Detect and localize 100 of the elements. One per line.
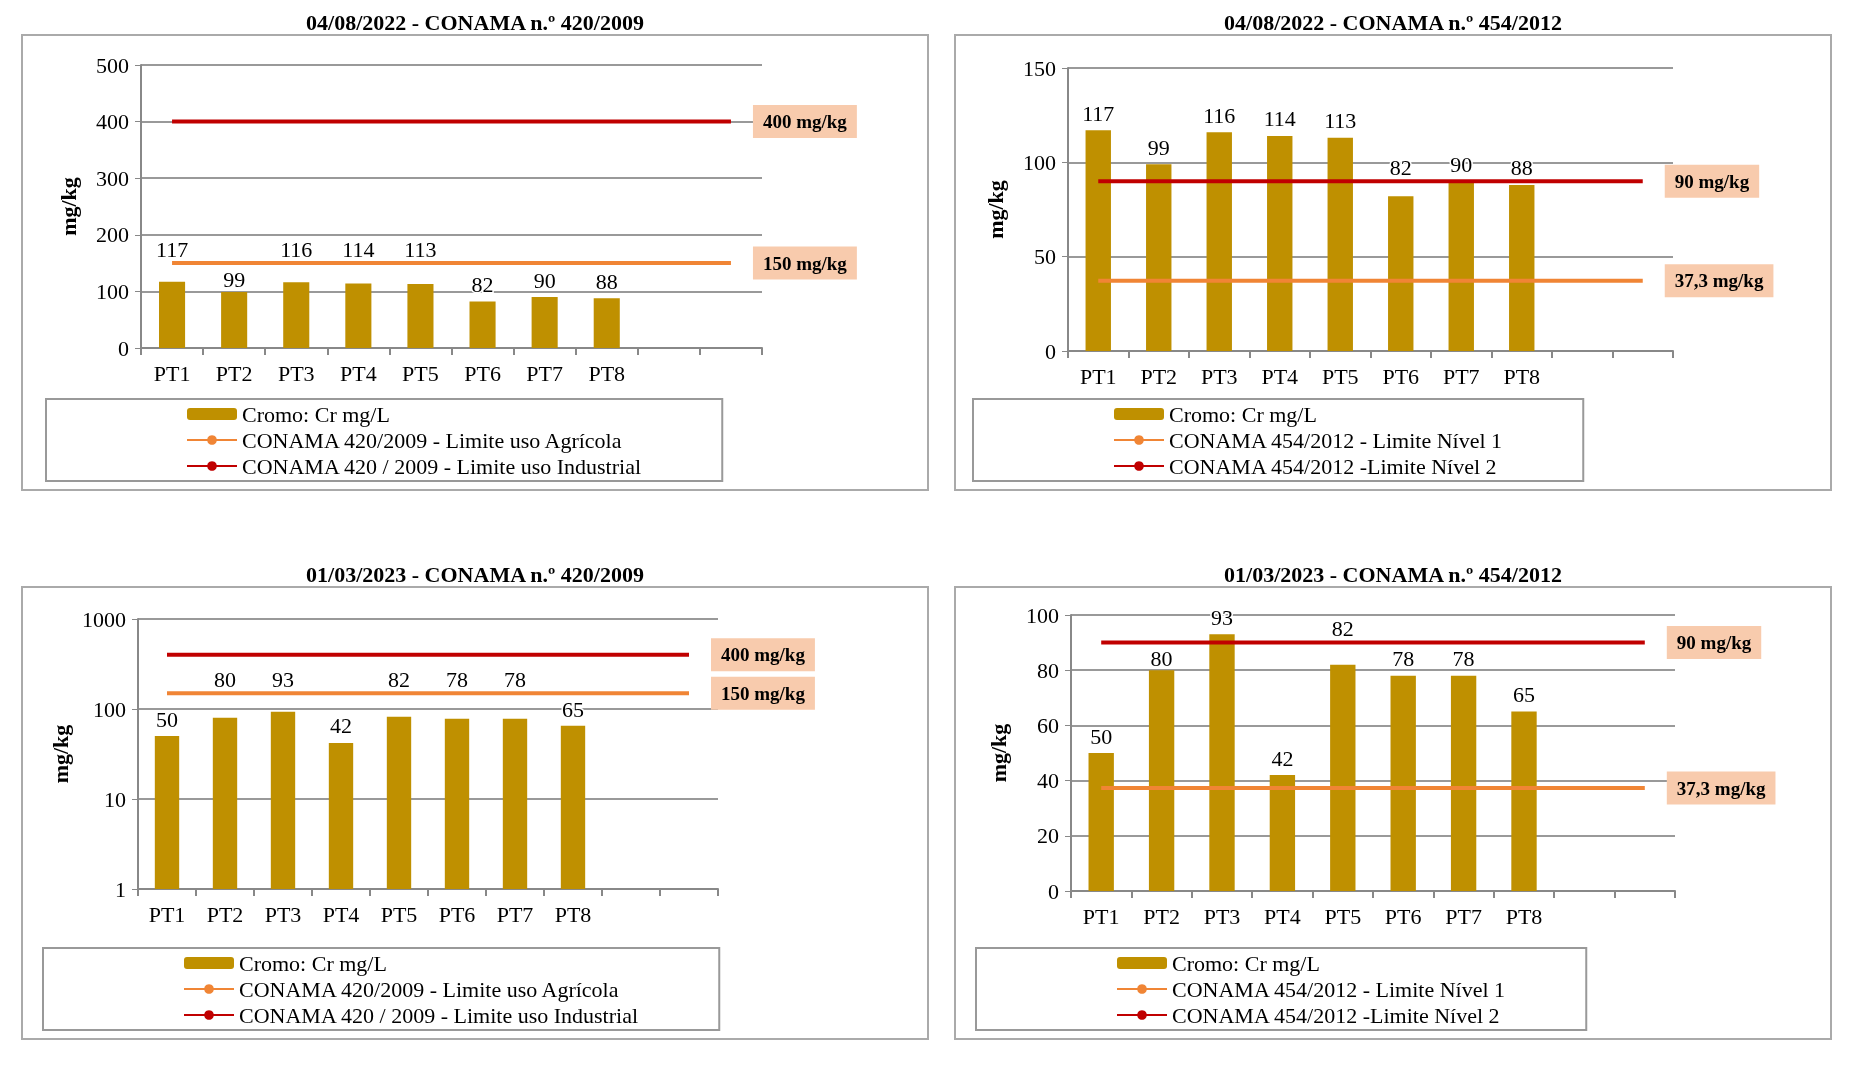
x-tick-label: PT3 xyxy=(1200,363,1238,389)
legend-label: Cromo: Cr mg/L xyxy=(242,401,390,427)
data-label: 116 xyxy=(1203,102,1236,128)
chart-title: 04/08/2022 - CONAMA n.º 454/2012 xyxy=(1224,9,1562,35)
legend-label: CONAMA 454/2012 - Limite Nível 1 xyxy=(1169,427,1503,453)
bar xyxy=(1269,775,1296,891)
legend-label: CONAMA 420/2009 - Limite uso Agrícola xyxy=(239,976,619,1002)
x-tick-label: PT2 xyxy=(206,901,244,927)
text: 90 mg/kg xyxy=(1674,170,1750,192)
bar xyxy=(1209,634,1235,891)
bar xyxy=(221,291,248,348)
y-tick-label: 0 xyxy=(1048,878,1059,904)
x-tick-label: PT6 xyxy=(464,360,501,386)
data-label: 65 xyxy=(562,696,584,722)
y-axis-title: mg/kg xyxy=(47,724,73,784)
bar xyxy=(1146,164,1172,351)
x-tick-label: PT3 xyxy=(1203,903,1241,929)
text: 37,3 mg/kg xyxy=(1674,270,1764,292)
data-label: 78 xyxy=(1392,646,1415,672)
y-tick-label: 100 xyxy=(93,696,126,722)
chart-title: 01/03/2023 - CONAMA n.º 454/2012 xyxy=(1224,561,1562,587)
data-label: 78 xyxy=(504,666,526,692)
x-tick-label: PT7 xyxy=(526,360,563,386)
data-label: 90 xyxy=(533,267,556,293)
chart-title: 01/03/2023 - CONAMA n.º 420/2009 xyxy=(306,561,644,587)
x-tick-label: PT4 xyxy=(340,360,377,386)
data-label: 99 xyxy=(223,266,246,292)
bar xyxy=(159,281,186,348)
x-tick-label: PT5 xyxy=(1324,903,1362,929)
legend-label: CONAMA 420 / 2009 - Limite uso Industrial xyxy=(242,453,642,479)
bar xyxy=(1088,753,1114,891)
x-tick-label: PT8 xyxy=(588,360,626,386)
x-tick-label: PT2 xyxy=(1143,903,1180,929)
data-label: 80 xyxy=(1150,646,1173,672)
legend-label: Cromo: Cr mg/L xyxy=(239,950,387,976)
legend-label: CONAMA 420/2009 - Limite uso Agrícola xyxy=(242,427,622,453)
x-tick-label: PT1 xyxy=(148,901,186,927)
y-tick-label: 10 xyxy=(104,786,126,812)
data-label: 117 xyxy=(155,236,189,262)
x-tick-label: PT2 xyxy=(1140,363,1178,389)
y-tick-label: 100 xyxy=(1023,149,1056,175)
x-tick-label: PT5 xyxy=(402,360,439,386)
bar xyxy=(1390,675,1416,891)
data-label: 88 xyxy=(595,268,618,294)
data-label: 42 xyxy=(330,713,352,739)
y-tick-label: 60 xyxy=(1037,712,1059,738)
y-tick-label: 0 xyxy=(118,335,129,361)
data-label: 116 xyxy=(280,236,313,262)
bar xyxy=(593,298,620,348)
data-label: 117 xyxy=(1082,100,1115,126)
data-label: 78 xyxy=(446,666,468,692)
data-label: 65 xyxy=(1513,682,1535,708)
chart-title: 04/08/2022 - CONAMA n.º 420/2009 xyxy=(306,9,644,35)
bar xyxy=(1085,130,1111,351)
data-label: 82 xyxy=(1331,616,1354,642)
data-label: 42 xyxy=(1271,745,1294,771)
x-tick-label: PT8 xyxy=(1505,903,1543,929)
data-label: 50 xyxy=(1090,723,1113,749)
bar xyxy=(1330,664,1356,891)
bar xyxy=(1509,184,1535,351)
y-tick-label: 80 xyxy=(1037,657,1059,683)
x-tick-label: PT8 xyxy=(554,901,592,927)
text: 150 mg/kg xyxy=(762,252,848,274)
x-tick-label: PT4 xyxy=(322,901,360,927)
text: 400 mg/kg xyxy=(762,111,848,133)
data-label: 82 xyxy=(388,666,410,692)
x-tick-label: PT6 xyxy=(1384,903,1422,929)
bar xyxy=(1148,670,1175,891)
bar xyxy=(345,283,372,348)
legend-label: CONAMA 454/2012 - Limite Nível 1 xyxy=(1172,976,1506,1002)
y-tick-label: 500 xyxy=(96,52,129,78)
legend-label: Cromo: Cr mg/L xyxy=(1169,401,1317,427)
data-label: 114 xyxy=(1263,106,1296,132)
x-tick-label: PT1 xyxy=(153,360,191,386)
x-tick-label: PT8 xyxy=(1503,363,1541,389)
text: 150 mg/kg xyxy=(721,682,806,704)
y-tick-label: 300 xyxy=(96,165,129,191)
y-tick-label: 400 xyxy=(96,109,129,135)
x-tick-label: PT4 xyxy=(1264,903,1301,929)
y-tick-label: 100 xyxy=(96,278,129,304)
bar xyxy=(469,301,496,348)
x-tick-label: PT7 xyxy=(1442,363,1480,389)
x-tick-label: PT7 xyxy=(1445,903,1482,929)
text: 400 mg/kg xyxy=(721,644,806,666)
y-tick-label: 100 xyxy=(1026,602,1059,628)
text: 37,3 mg/kg xyxy=(1676,777,1766,799)
data-label: 113 xyxy=(1324,108,1357,134)
data-label: 88 xyxy=(1510,154,1533,180)
y-tick-label: 0 xyxy=(1045,338,1056,364)
bar xyxy=(1388,196,1414,351)
bar xyxy=(1267,135,1293,351)
y-tick-label: 1 xyxy=(115,876,126,902)
x-tick-label: PT6 xyxy=(1382,363,1420,389)
data-label: 113 xyxy=(404,236,437,262)
legend-label: CONAMA 420 / 2009 - Limite uso Industrial xyxy=(239,1002,639,1028)
data-label: 80 xyxy=(214,666,236,692)
x-tick-label: PT6 xyxy=(438,901,476,927)
x-tick-label: PT5 xyxy=(1321,363,1359,389)
data-label: 82 xyxy=(471,272,494,298)
y-tick-label: 40 xyxy=(1037,768,1059,794)
